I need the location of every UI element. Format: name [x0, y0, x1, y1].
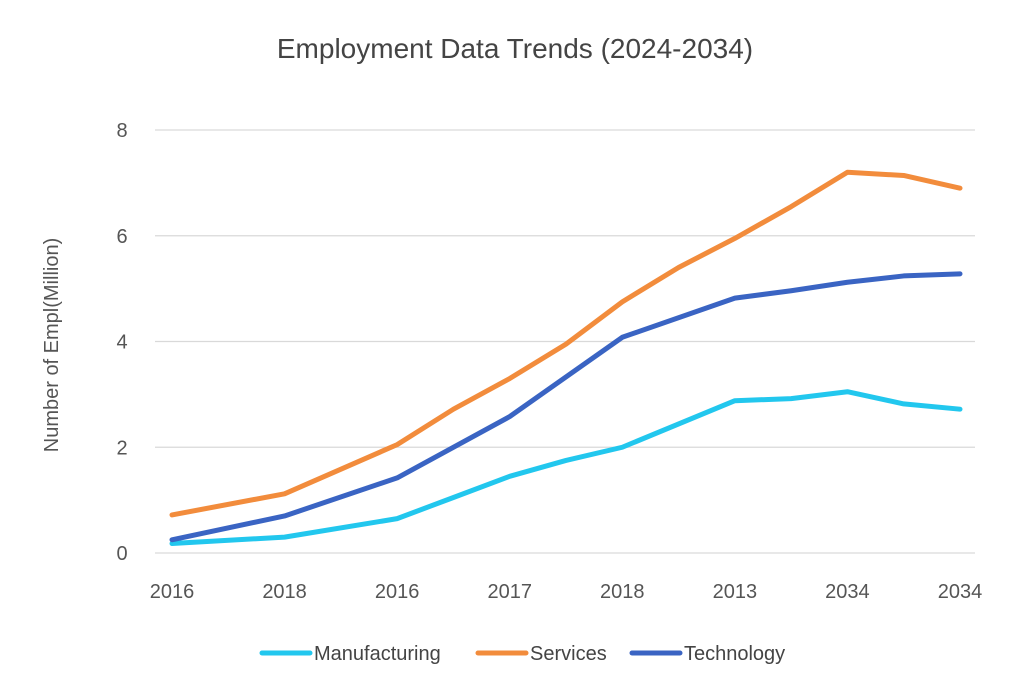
x-tick-label: 2018: [600, 581, 645, 603]
y-tick-label: 2: [116, 437, 127, 459]
series-lines: [169, 169, 963, 546]
x-tick-label: 2016: [375, 581, 420, 603]
x-tick-label: 2017: [487, 581, 532, 603]
x-tick-label: 2034: [825, 581, 870, 603]
legend-label-technology: Technology: [684, 643, 785, 665]
series-line-services: [169, 169, 963, 518]
legend-label-manufacturing: Manufacturing: [314, 643, 441, 665]
legend-label-services: Services: [530, 643, 607, 665]
y-tick-label: 4: [116, 332, 127, 354]
x-tick-label: 2018: [262, 581, 307, 603]
x-tick-label: 2016: [150, 581, 195, 603]
x-tick-label: 2034: [938, 581, 983, 603]
gridlines: [155, 129, 975, 554]
y-axis-ticks: 0 2 4 6 8: [116, 120, 127, 565]
y-axis-label: Number of Empl(Million): [41, 238, 63, 453]
legend: Manufacturing Services Technology: [259, 643, 785, 665]
x-axis-ticks: 2016 2018 2016 2017 2018 2013 2034 2034: [150, 581, 983, 603]
chart-title: Employment Data Trends (2024-2034): [277, 33, 753, 64]
y-tick-label: 0: [116, 543, 127, 565]
x-tick-label: 2013: [713, 581, 758, 603]
y-tick-label: 6: [116, 226, 127, 248]
y-tick-label: 8: [116, 120, 127, 142]
series-line-technology: [169, 271, 963, 543]
series-line-manufacturing: [169, 389, 963, 546]
